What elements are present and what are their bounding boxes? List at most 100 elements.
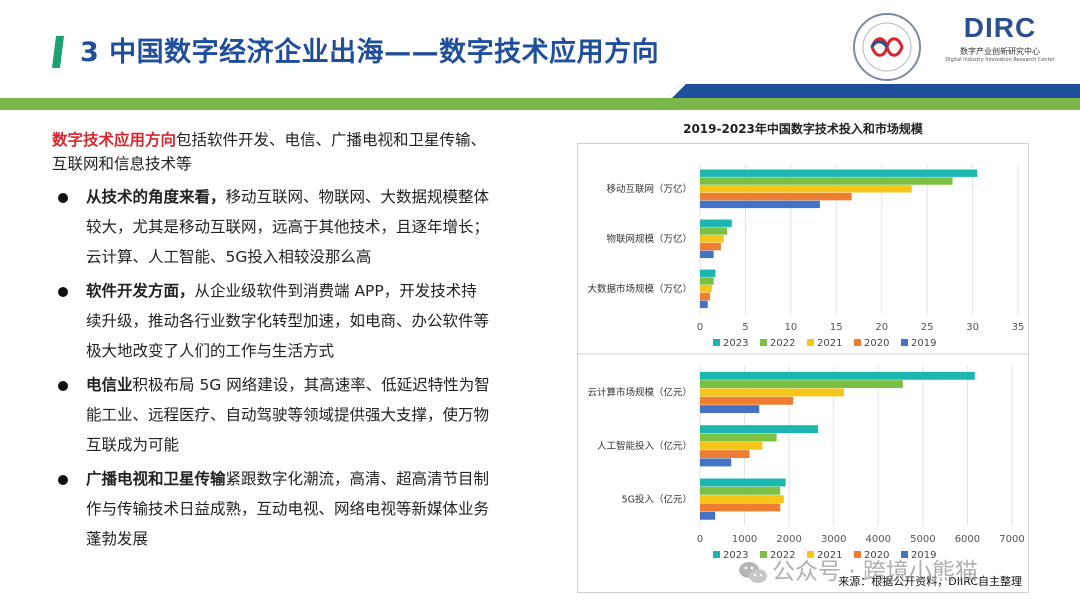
legend-swatch-2020 [854,551,861,558]
legend-swatch-2023 [713,339,720,346]
bar-2023 [700,478,786,487]
legend-label: 2019 [911,550,936,561]
bullet-list: 从技术的角度来看，移动互联网、物联网、大数据规模整体较大，尤其是移动互联网，远高… [52,182,492,554]
legend-label: 2022 [770,338,795,349]
bullet-text: 从企业级软件到消费端 APP，开发技术持续升级，推动各行业数字化转型加速，如电商… [86,282,490,360]
bar-2021 [700,285,712,293]
category-label: 大数据市场规模（万亿） [587,283,692,295]
bar-2019 [700,511,716,520]
legend-swatch-2019 [901,551,908,558]
chart-title: 2019-2023年中国数字技术投入和市场规模 [683,122,923,136]
bar-2022 [700,433,777,442]
intro-paragraph: 数字技术应用方向包括软件开发、电信、广播电视和卫星传输、互联网和信息技术等 [52,128,492,176]
x-tick-label: 3000 [821,534,846,545]
title-accent-shape [52,36,64,68]
legend-swatch-2020 [854,339,861,346]
x-tick-label: 35 [1012,322,1025,333]
watermark: 公众号 · 跨境小熊猫 [738,552,978,586]
bar-2019 [700,458,732,467]
bullet-heading: 软件开发方面， [86,282,195,300]
bullet-text: 积极布局 5G 网络建设，其高速率、低延迟特性为智能工业、远程医疗、自动驾驶等领… [86,376,490,454]
legend-swatch-2021 [807,339,814,346]
x-tick-label: 10 [784,322,797,333]
bullet-item: 从技术的角度来看，移动互联网、物联网、大数据规模整体较大，尤其是移动互联网，远高… [52,182,492,272]
bullet-item: 软件开发方面，从企业级软件到消费端 APP，开发技术持续升级，推动各行业数字化转… [52,276,492,366]
bar-2022 [700,486,781,495]
legend-label: 2019 [911,338,936,349]
bar-2021 [700,441,763,450]
bar-2020 [700,503,781,512]
legend-swatch-2023 [713,551,720,558]
x-tick-label: 6000 [955,534,980,545]
bullet-dot [58,475,68,485]
dirc-logo: DIRC 数字产业创新研究中心 Digital Industry Innovat… [944,14,1056,66]
bar-2020 [700,192,852,201]
bullet-heading: 电信业 [86,376,133,394]
bullet-item: 广播电视和卫星传输紧跟数字化潮流，高清、超高清节目制作与传输技术日益成熟，互动电… [52,464,492,554]
bar-2021 [700,495,784,504]
bar-2022 [700,177,953,185]
bar-2019 [700,250,714,259]
bar-2019 [700,300,708,309]
bar-2023 [700,371,975,380]
x-tick-label: 15 [830,322,843,333]
category-label: 移动互联网（万亿） [606,183,692,195]
chart-svg: 0 5 10 15 20 25 30 35 移动互联网（万亿） 物联网规模（万亿） 大数据市场规模（… [578,164,1028,561]
legend-swatch-2022 [760,339,767,346]
bar-2023 [700,269,716,277]
x-tick-label: 2000 [776,534,801,545]
legend-swatch-2021 [807,551,814,558]
bullet-item: 电信业积极布局 5G 网络建设，其高速率、低延迟特性为智能工业、远程医疗、自动驾… [52,370,492,460]
bar-2023 [700,169,978,177]
bar-2021 [700,235,724,243]
category-label: 人工智能投入（亿元） [597,440,692,452]
legend-label: 2020 [864,338,889,349]
source-note: 来源：根据公开资料，DIIRC自主整理 [838,575,1022,588]
logo-subtitle-cn: 数字产业创新研究中心 [960,47,1040,56]
bullet-dot [58,287,68,297]
legend-label: 2023 [723,338,748,349]
bullet-heading: 广播电视和卫星传输 [86,470,226,488]
main-text: 数字技术应用方向包括软件开发、电信、广播电视和卫星传输、互联网和信息技术等 从技… [52,128,492,558]
logo-wordmark: DIRC [963,12,1037,43]
x-tick-label: 25 [921,322,934,333]
bar-2022 [700,277,714,285]
bar-2019 [700,405,760,414]
legend-label: 2022 [770,550,795,561]
x-tick-label: 5 [742,322,748,333]
legend-label: 2020 [864,550,889,561]
intro-text: 包括软件开发、电信、广播电视和卫星传输、互联网和信息技术等 [52,131,487,173]
bar-2019 [700,200,820,209]
intro-highlight: 数字技术应用方向 [52,131,177,149]
bullet-dot [58,193,68,203]
bar-2020 [700,292,710,301]
legend-label: 2021 [817,550,842,561]
bullet-text: 移动互联网、物联网、大数据规模整体较大，尤其是移动互联网，远高于其他技术，且逐年… [86,188,490,266]
page-title: 3 中国数字经济企业出海——数字技术应用方向 [80,37,660,68]
bar-2023 [700,219,732,227]
legend-label: 2021 [817,338,842,349]
x-tick-label: 30 [966,322,979,333]
x-tick-label: 4000 [866,534,891,545]
bar-2022 [700,380,903,389]
x-tick-label: 20 [875,322,888,333]
watermark-text: 公众号 · 跨境小熊猫 [772,559,978,585]
association-seal-emblem [853,13,921,81]
legend-swatch-2022 [760,551,767,558]
x-tick-label: 7000 [999,534,1024,545]
header-divider-band [0,84,1080,110]
category-label: 物联网规模（万亿） [606,233,692,245]
bullet-heading: 从技术的角度来看， [86,188,226,206]
x-tick-label: 0 [697,322,703,333]
bar-2022 [700,227,728,235]
bullet-dot [58,381,68,391]
category-label: 5G投入（亿元） [622,493,692,505]
legend-label: 2023 [723,550,748,561]
legend-swatch-2019 [901,339,908,346]
bullet-text: 紧跟数字化潮流，高清、超高清节目制作与传输技术日益成熟，互动电视、网络电视等新媒… [86,470,490,548]
x-tick-label: 5000 [910,534,935,545]
wechat-icon [739,561,767,583]
category-label: 云计算市场规模（亿元） [587,387,692,399]
bar-2020 [700,242,721,251]
bar-2021 [700,185,912,193]
